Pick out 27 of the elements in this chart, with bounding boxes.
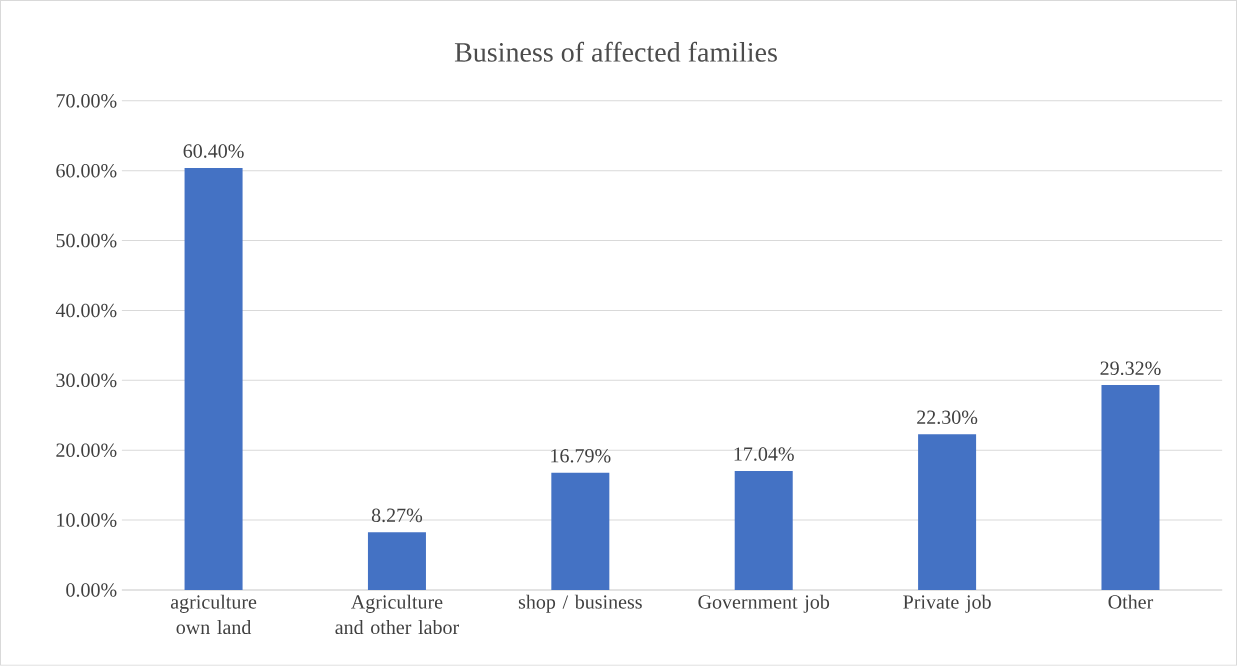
y-tick-label: 50.00% [56,233,117,248]
data-label: 8.27% [371,508,423,523]
x-tick-label: shop / business [518,594,642,613]
y-tick-label: 0.00% [66,583,117,597]
y-tick-label: 60.00% [56,164,117,178]
y-tick-label: 30.00% [56,373,117,388]
bar [918,434,977,591]
x-tick-label: Other [1108,594,1154,609]
y-tick-label: 20.00% [56,443,117,458]
bar [1101,385,1160,591]
bar [367,532,426,591]
x-tick-label: Private job [903,594,991,613]
y-tick-label: 70.00% [56,94,117,108]
bar [184,168,243,591]
y-tick-label: 40.00% [55,303,117,318]
data-label: 16.79% [551,449,611,463]
data-label: 17.04% [734,447,794,461]
x-tick-label: Government job [698,594,830,613]
bar [551,472,610,591]
data-label: 22.30% [917,410,978,425]
bar [734,470,793,591]
data-label: 60.40% [183,144,244,158]
chart-title: Business of affected families [454,41,777,62]
x-tick-label: agriculture own land [170,594,257,635]
data-label: 29.32% [1100,361,1161,376]
x-tick-label: Agriculture and other labor [335,594,459,635]
y-tick-label: 10.00% [57,513,117,527]
